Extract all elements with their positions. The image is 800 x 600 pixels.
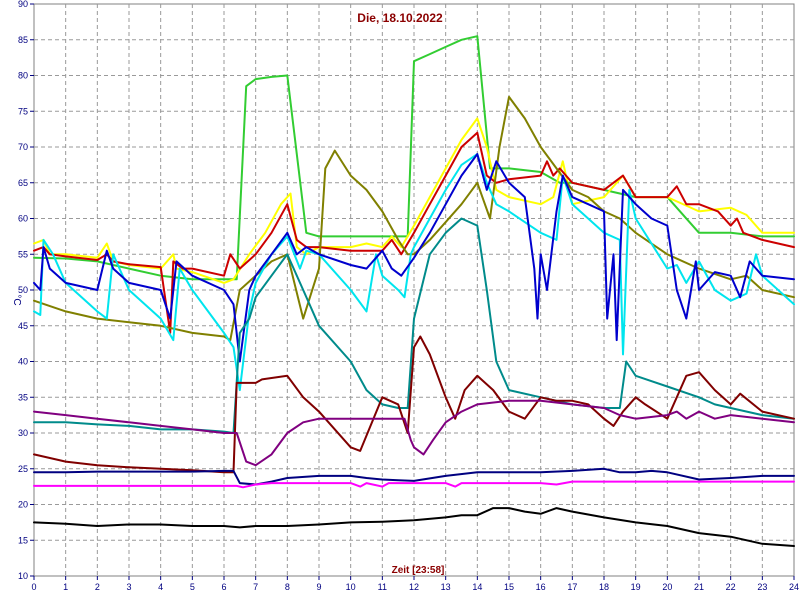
y-axis-label: °C [11, 294, 22, 305]
series-line-2 [33, 117, 795, 284]
x-tick-label: 14 [472, 582, 482, 592]
y-tick-label: 15 [18, 535, 28, 545]
x-tick-label: 15 [504, 582, 514, 592]
series-line-11 [33, 480, 795, 489]
x-tick-label: 17 [567, 582, 577, 592]
y-tick-label: 85 [18, 35, 28, 45]
y-tick-label: 70 [18, 142, 28, 152]
x-tick-label: 5 [190, 582, 195, 592]
x-tick-label: 4 [158, 582, 163, 592]
x-tick-label: 23 [757, 582, 767, 592]
y-tick-label: 30 [18, 428, 28, 438]
series-line-10 [33, 467, 795, 486]
y-tick-label: 40 [18, 357, 28, 367]
y-tick-label: 75 [18, 106, 28, 116]
series-line-4 [33, 95, 795, 342]
x-tick-label: 22 [726, 582, 736, 592]
y-axis-ticks: 10 15 20 25 30 35 40 45 50 55 60 65 70 75 80 85 90 [18, 0, 34, 581]
series-line-9 [33, 399, 795, 467]
series-group [33, 35, 795, 547]
x-tick-label: 16 [536, 582, 546, 592]
x-tick-label: 19 [631, 582, 641, 592]
series-line-6 [33, 153, 795, 363]
x-tick-label: 7 [253, 582, 258, 592]
x-axis-ticks: 0 1 2 3 4 5 6 7 8 9 10 11 12 13 14 15 16 17 18 19 20 21 22 23 24 [31, 576, 799, 592]
y-tick-label: 55 [18, 249, 28, 259]
x-axis-label: Zeit [23:58] [392, 565, 445, 576]
x-tick-label: 24 [789, 582, 799, 592]
series-line-8 [33, 335, 795, 474]
x-tick-label: 13 [441, 582, 451, 592]
x-tick-label: 20 [662, 582, 672, 592]
x-tick-label: 8 [285, 582, 290, 592]
y-tick-label: 65 [18, 178, 28, 188]
x-tick-label: 3 [126, 582, 131, 592]
y-tick-label: 20 [18, 500, 28, 510]
y-tick-label: 10 [18, 571, 28, 581]
series-line-12 [33, 507, 795, 547]
x-tick-label: 10 [346, 582, 356, 592]
y-tick-label: 90 [18, 0, 28, 9]
y-tick-label: 50 [18, 285, 28, 295]
x-tick-label: 2 [95, 582, 100, 592]
x-tick-label: 1 [63, 582, 68, 592]
x-tick-label: 11 [378, 582, 387, 592]
y-tick-label: 35 [18, 392, 28, 402]
series-line-5 [33, 153, 795, 392]
x-tick-label: 0 [31, 582, 36, 592]
x-tick-label: 6 [221, 582, 226, 592]
chart-title: Die, 18.10.2022 [357, 11, 443, 25]
y-tick-label: 80 [18, 71, 28, 81]
y-tick-label: 60 [18, 214, 28, 224]
y-tick-label: 45 [18, 321, 28, 331]
x-tick-label: 18 [599, 582, 609, 592]
x-tick-label: 21 [694, 582, 704, 592]
y-tick-label: 25 [18, 464, 28, 474]
x-tick-label: 12 [409, 582, 419, 592]
x-tick-label: 9 [316, 582, 321, 592]
